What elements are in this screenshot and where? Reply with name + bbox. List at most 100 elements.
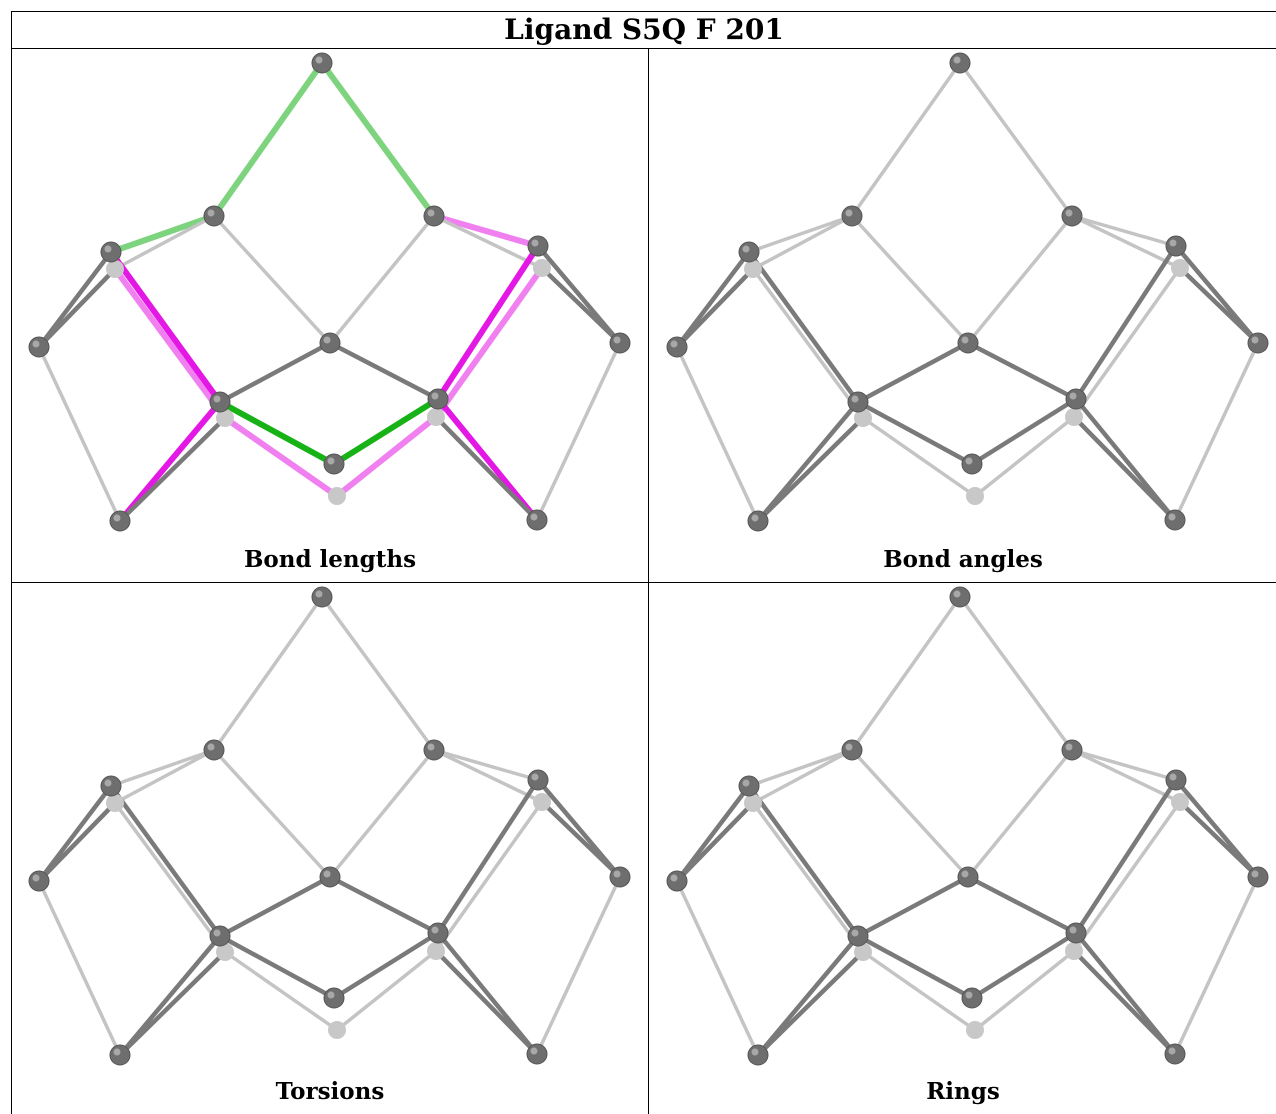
molecule-torsions [28, 586, 631, 1066]
caption-bond-angles: Bond angles [883, 546, 1043, 573]
atom-shine [1251, 870, 1259, 878]
atom-er [1247, 332, 1269, 354]
atom-cl [847, 925, 869, 947]
atom-cl [209, 391, 231, 413]
atom-shine [965, 457, 973, 465]
atom-fr2 [533, 793, 551, 811]
atom-shine [104, 245, 112, 253]
bond-cr-lr [1073, 396, 1178, 523]
bond-cr2-lr [433, 948, 540, 1057]
bond-ur-fr2 [1070, 214, 1182, 270]
atom-fl2 [744, 260, 762, 278]
bond-cr2-bot2 [973, 415, 1076, 498]
bond-cr2-lr [433, 414, 540, 523]
atom-shine [113, 1048, 121, 1056]
atom-shine [427, 209, 435, 217]
bond-fl-cl [108, 249, 223, 405]
atom-shine [961, 336, 969, 344]
atom-shine [431, 392, 439, 400]
atom-shine [751, 1048, 759, 1056]
atom-cr [427, 388, 449, 410]
atom-cr2 [427, 408, 445, 426]
atom-mid [957, 332, 979, 354]
atom-mid [319, 332, 341, 354]
atom-shine [670, 340, 678, 348]
atom-ur [1061, 205, 1083, 227]
bond-fl-cl [746, 249, 861, 405]
bond-er-lr [1173, 875, 1260, 1056]
atom-ur [423, 205, 445, 227]
bond-cl-ll [117, 399, 223, 524]
atom-mid [957, 866, 979, 888]
bond-cl2-ll [755, 949, 866, 1058]
bond-fl-el [36, 249, 114, 350]
atom-bot [961, 453, 983, 475]
bond-ur-fr [432, 748, 540, 782]
bond-el-ll [675, 345, 760, 523]
panel-torsions: Torsions [12, 583, 648, 1114]
row-divider [11, 582, 1276, 583]
atom-shine [104, 779, 112, 787]
bond-fl2-el [674, 266, 756, 350]
atom-shine [742, 779, 750, 787]
bond-cl2-bot2 [861, 950, 977, 1032]
atom-shine [323, 336, 331, 344]
atom-shine [1169, 239, 1177, 247]
bond-cr-bot [969, 930, 1079, 1001]
border-left [11, 11, 12, 1114]
bond-er-lr [1173, 341, 1260, 522]
bond-top-ul [850, 61, 962, 218]
atom-shine [213, 395, 221, 403]
molecule-bond-lengths [28, 52, 631, 532]
bond-ul-fl [747, 748, 854, 788]
atom-cl2 [854, 943, 872, 961]
atom-lr [526, 509, 548, 531]
bond-fr2-cr2 [1072, 800, 1182, 953]
bond-cl-bot [855, 399, 975, 467]
bond-fl2-cl2 [751, 267, 865, 420]
atom-bot [323, 453, 345, 475]
atom-ul [841, 205, 863, 227]
bond-fr-cr [435, 777, 541, 936]
bond-ul-fl2 [751, 748, 854, 805]
atom-ur [1061, 739, 1083, 761]
bond-ul-fl [109, 748, 216, 788]
bond-mid-cl [855, 340, 971, 405]
bond-fl2-cl2 [113, 801, 227, 954]
bond-ul-mid [850, 214, 970, 345]
atom-shine [213, 929, 221, 937]
bond-mid-cr [965, 874, 1079, 936]
bond-cl-bot [855, 933, 975, 1001]
atom-shine [845, 743, 853, 751]
atom-shine [1069, 392, 1077, 400]
bond-cl2-ll [755, 415, 866, 524]
molecule-bond-angles [666, 52, 1269, 532]
atom-bot2 [328, 1021, 346, 1039]
bond-cr-lr [1073, 930, 1178, 1057]
atom-shine [531, 239, 539, 247]
bond-cl-bot [217, 399, 337, 467]
bond-mid-cl [217, 340, 333, 405]
atom-ul [203, 205, 225, 227]
bond-mid-cl [217, 874, 333, 939]
bond-ul-fl2 [113, 214, 216, 271]
bond-ul-fl [108, 213, 217, 255]
bond-ul-mid [212, 214, 332, 345]
atom-ll [747, 1044, 769, 1066]
bond-fr-cr [1073, 243, 1179, 402]
atom-shine [953, 56, 961, 64]
bond-fl2-el [36, 800, 118, 884]
bond-cl2-bot2 [861, 416, 977, 498]
atom-fl2 [744, 794, 762, 812]
bond-fr2-cr2 [434, 800, 544, 953]
caption-bond-lengths: Bond lengths [243, 546, 417, 573]
atom-shine [961, 870, 969, 878]
atom-mid [319, 866, 341, 888]
atom-lr [1164, 1043, 1186, 1065]
atom-el [28, 870, 50, 892]
bond-ul-fl [747, 214, 854, 254]
atom-fr [527, 235, 549, 257]
bond-cr2-lr [1071, 414, 1178, 523]
bond-ur-mid [328, 214, 436, 345]
bond-fl-cl [746, 783, 861, 939]
